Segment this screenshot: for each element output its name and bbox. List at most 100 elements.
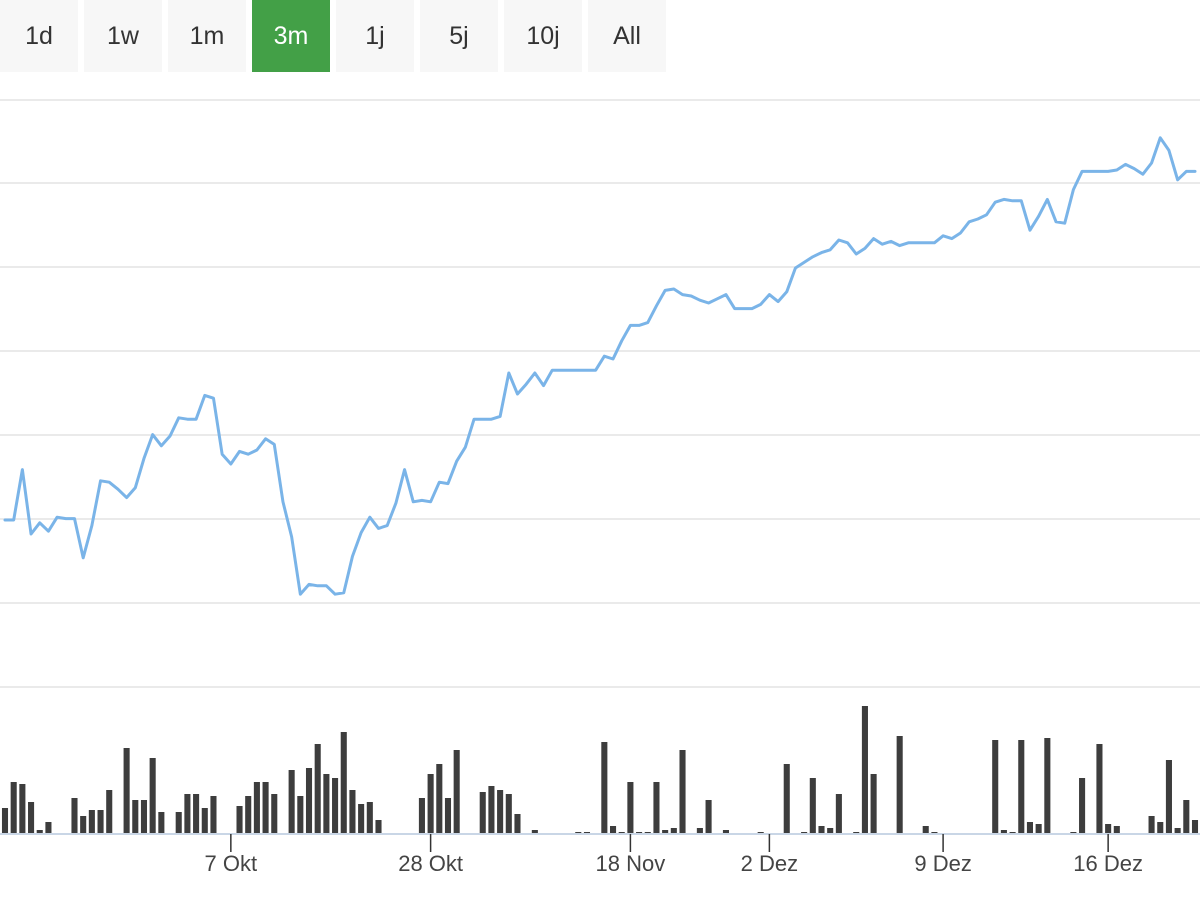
volume-bar — [366, 802, 373, 834]
volume-bar — [123, 748, 130, 834]
volume-bar — [1113, 826, 1120, 834]
volume-bar — [514, 814, 521, 834]
volume-bar — [19, 784, 26, 834]
tab-1w[interactable]: 1w — [84, 0, 162, 72]
volume-bar — [1026, 822, 1033, 834]
volume-bar — [1096, 744, 1103, 834]
volume-bar — [896, 736, 903, 834]
volume-bar — [28, 802, 35, 834]
volume-bar — [427, 774, 434, 834]
volume-bar — [992, 740, 999, 834]
volume-bar — [149, 758, 156, 834]
volume-bar — [601, 742, 608, 834]
volume-bar — [531, 830, 538, 834]
volume-bar — [1157, 822, 1164, 834]
volume-bars — [1, 706, 1199, 834]
volume-bar — [375, 820, 382, 834]
volume-bar — [358, 804, 365, 834]
volume-bar — [1191, 820, 1199, 834]
volume-bar — [132, 800, 139, 834]
volume-bar — [696, 828, 703, 834]
x-tick-label: 16 Dez — [1073, 851, 1143, 876]
volume-bar — [679, 750, 686, 834]
volume-bar — [1105, 824, 1112, 834]
volume-bar — [88, 810, 95, 834]
volume-bar — [835, 794, 842, 834]
volume-bar — [609, 826, 617, 834]
tab-3m[interactable]: 3m — [252, 0, 330, 72]
x-tick-label: 18 Nov — [596, 851, 666, 876]
volume-bar — [722, 830, 729, 834]
volume-bar — [818, 826, 825, 834]
volume-bar — [10, 782, 17, 834]
volume-bar — [505, 794, 512, 834]
volume-bar — [288, 770, 295, 834]
range-tabs: 1d 1w 1m 3m 1j 5j 10j All — [0, 0, 672, 72]
x-tick-label: 2 Dez — [741, 851, 798, 876]
volume-bar — [193, 794, 200, 834]
volume-bar — [175, 812, 182, 834]
volume-bar — [323, 774, 330, 834]
tab-1d[interactable]: 1d — [0, 0, 78, 72]
volume-bar — [662, 830, 669, 834]
price-line-layer — [3, 136, 1197, 596]
volume-bar — [1165, 760, 1172, 834]
volume-bar — [45, 822, 52, 834]
volume-bar — [1044, 738, 1051, 834]
volume-bar — [1183, 800, 1190, 834]
volume-bar — [184, 794, 191, 834]
x-tick-label: 28 Okt — [398, 851, 463, 876]
volume-bar — [158, 812, 165, 834]
volume-bar — [783, 764, 790, 834]
volume-bar — [97, 810, 104, 834]
tab-1m[interactable]: 1m — [168, 0, 246, 72]
tab-5j[interactable]: 5j — [420, 0, 498, 72]
volume-bar — [271, 794, 278, 834]
volume-bar — [305, 768, 313, 834]
volume-bar — [627, 782, 634, 834]
volume-bar — [36, 830, 43, 834]
volume-bar — [314, 744, 321, 834]
volume-bar — [332, 778, 339, 834]
tab-all[interactable]: All — [588, 0, 666, 72]
volume-bar — [1035, 824, 1042, 834]
volume-bar — [106, 790, 113, 834]
volume-bar — [1, 808, 9, 834]
volume-bar — [210, 796, 217, 834]
volume-bar — [488, 786, 495, 834]
volume-bar — [922, 826, 929, 834]
volume-bar — [71, 798, 78, 834]
x-tick-label: 7 Okt — [205, 851, 258, 876]
volume-bar — [653, 782, 660, 834]
volume-bar — [1000, 830, 1007, 834]
volume-bar — [245, 796, 252, 834]
volume-bar — [340, 732, 347, 834]
grid — [0, 99, 1200, 688]
volume-bar — [827, 828, 834, 834]
volume-bar — [497, 790, 504, 834]
volume-bar — [670, 828, 677, 834]
volume-bar — [140, 800, 148, 834]
volume-bar — [444, 798, 452, 834]
volume-bar — [453, 750, 460, 834]
volume-bar — [705, 800, 712, 834]
volume-bar — [253, 782, 260, 834]
volume-bar — [479, 792, 486, 834]
volume-bar — [809, 778, 816, 834]
volume-bar — [861, 706, 868, 834]
volume-bar — [262, 782, 269, 834]
tab-10j[interactable]: 10j — [504, 0, 582, 72]
price-line — [3, 136, 1197, 596]
volume-bar — [870, 774, 877, 834]
volume-bar — [297, 796, 304, 834]
tab-1j[interactable]: 1j — [336, 0, 414, 72]
volume-bar — [436, 764, 443, 834]
x-tick-label: 9 Dez — [914, 851, 971, 876]
volume-bar — [1148, 816, 1155, 834]
volume-bar — [349, 790, 356, 834]
volume-bar — [1174, 828, 1181, 834]
volume-bar — [236, 806, 243, 834]
volume-bar — [418, 798, 425, 834]
